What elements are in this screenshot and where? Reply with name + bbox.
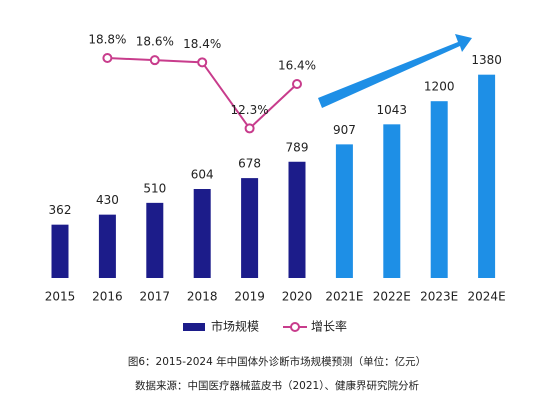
x-tick-label: 2019: [234, 290, 265, 304]
caption: 图6：2015-2024 年中国体外诊断市场规模预测（单位：亿元）: [128, 355, 426, 368]
bar-value-label: 604: [191, 168, 214, 182]
bar: [288, 161, 306, 278]
line-marker: [197, 57, 208, 68]
x-tick-label: 2018: [187, 290, 218, 304]
x-tick-label: 2022E: [373, 290, 411, 304]
x-tick-label: 2023E: [420, 290, 458, 304]
bar-value-label: 678: [238, 157, 261, 171]
bar-value-label: 789: [286, 140, 309, 154]
bar-value-label: 1200: [424, 80, 455, 94]
caption: 数据来源：中国医疗器械蓝皮书（2021）、健康界研究院分析: [135, 379, 419, 392]
bar: [478, 74, 496, 279]
cagr-arrow: [318, 34, 472, 108]
x-tick-label: 2020: [282, 290, 313, 304]
line-marker: [244, 123, 255, 134]
legend-swatch: [183, 323, 205, 331]
x-tick-label: 2016: [92, 290, 123, 304]
x-tick-label: 2021E: [325, 290, 363, 304]
x-tick-label: 2017: [140, 290, 171, 304]
bar-value-label: 1380: [471, 53, 502, 67]
bar: [98, 214, 116, 278]
line-marker: [149, 55, 160, 66]
legend-label: 增长率: [311, 319, 347, 334]
line-value-label: 12.3%: [231, 103, 269, 117]
bar-value-label: 1043: [377, 103, 408, 117]
bar: [383, 124, 401, 279]
bar-value-label: 510: [143, 181, 166, 195]
bar: [430, 101, 448, 278]
bar-value-label: 362: [49, 203, 72, 217]
line-marker: [102, 53, 113, 63]
legend-label: 市场规模: [211, 319, 259, 334]
bar: [146, 202, 164, 278]
bar: [241, 178, 259, 278]
bar-value-label: 907: [333, 123, 356, 137]
x-tick-label: 2024E: [468, 290, 506, 304]
legend-swatch: [290, 322, 300, 332]
bar-value-label: 430: [96, 193, 119, 207]
line-value-label: 18.8%: [88, 33, 126, 47]
bar: [193, 189, 211, 278]
bar: [335, 144, 353, 278]
line-value-label: 18.4%: [183, 37, 221, 51]
bar: [51, 224, 69, 278]
line-value-label: 16.4%: [278, 59, 316, 73]
line-value-label: 18.6%: [136, 35, 174, 49]
x-tick-label: 2015: [45, 290, 76, 304]
line-marker: [292, 79, 302, 89]
